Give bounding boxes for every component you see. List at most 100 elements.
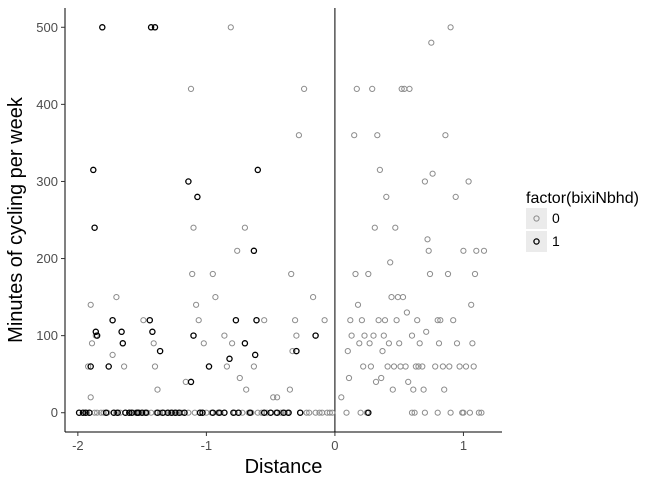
data-point: [408, 332, 416, 339]
data-point: [75, 409, 83, 416]
data-point: [126, 409, 133, 416]
data-point: [146, 316, 154, 324]
data-point: [473, 247, 480, 254]
data-point: [267, 409, 274, 416]
data-point: [398, 85, 405, 93]
data-point: [113, 294, 120, 301]
data-point: [469, 340, 476, 347]
y-tick-label: 200: [36, 251, 58, 266]
data-point: [185, 178, 192, 185]
plot-area: [75, 8, 488, 432]
data-point: [470, 363, 477, 370]
data-point: [193, 301, 200, 308]
data-point: [189, 270, 196, 278]
data-point: [253, 316, 260, 324]
data-point: [316, 409, 323, 416]
data-point: [243, 386, 250, 393]
series-1: [75, 24, 372, 416]
data-point: [348, 332, 355, 339]
data-point: [121, 363, 128, 370]
data-point: [360, 363, 367, 370]
data-point: [87, 363, 94, 370]
data-point: [151, 24, 159, 31]
data-point: [301, 85, 308, 93]
data-point: [88, 340, 96, 347]
data-point: [191, 409, 198, 416]
data-point: [446, 363, 453, 370]
y-tick-label: 100: [36, 328, 58, 343]
data-point: [383, 193, 390, 200]
data-point: [194, 193, 201, 201]
data-point: [475, 409, 482, 416]
data-point: [372, 378, 380, 385]
data-point: [196, 409, 204, 416]
data-point: [344, 348, 351, 355]
data-point: [254, 166, 262, 174]
x-axis: -2 -1 0 1: [65, 431, 502, 453]
data-point: [381, 317, 389, 324]
data-point: [357, 409, 364, 416]
data-point: [439, 363, 446, 370]
data-point: [352, 270, 359, 278]
data-point: [182, 378, 189, 385]
data-point: [288, 270, 295, 278]
data-point: [295, 132, 302, 139]
data-point: [212, 294, 219, 301]
data-point: [460, 247, 467, 254]
data-point: [397, 363, 404, 370]
data-point: [99, 24, 106, 31]
data-point: [310, 294, 317, 301]
data-point: [393, 317, 400, 324]
data-point: [356, 340, 363, 347]
data-point: [82, 409, 89, 416]
data-point: [460, 409, 467, 416]
data-point: [199, 409, 206, 416]
data-point: [195, 317, 202, 324]
data-point: [387, 259, 394, 266]
data-point: [384, 363, 391, 370]
data-point: [343, 409, 350, 416]
data-point: [109, 316, 116, 324]
data-point: [468, 301, 475, 308]
data-point: [366, 340, 373, 347]
data-point: [296, 409, 304, 416]
data-point: [390, 363, 398, 370]
data-point: [274, 394, 281, 401]
data-point: [385, 340, 392, 347]
data-point: [380, 332, 387, 339]
data-point: [273, 409, 281, 416]
data-point: [150, 340, 157, 347]
data-point: [370, 332, 377, 339]
data-point: [456, 363, 463, 370]
x-tick-label: 1: [460, 438, 467, 453]
data-point: [147, 24, 155, 31]
data-point: [149, 328, 156, 336]
data-point: [462, 363, 470, 370]
data-point: [239, 409, 246, 416]
data-point: [105, 363, 112, 370]
data-point: [270, 394, 277, 401]
data-point: [374, 132, 381, 139]
data-point: [452, 193, 459, 200]
data-point: [414, 317, 421, 324]
data-point: [375, 317, 382, 324]
data-point: [100, 409, 107, 416]
data-point: [118, 328, 125, 336]
data-point: [329, 409, 336, 416]
data-point: [408, 409, 416, 416]
data-point: [345, 374, 353, 382]
data-point: [365, 409, 372, 416]
y-tick-label: 500: [36, 20, 58, 35]
legend-label: 1: [552, 233, 560, 249]
data-point: [292, 317, 299, 324]
data-point: [109, 351, 116, 358]
data-point: [114, 409, 121, 416]
data-point: [286, 386, 293, 393]
x-tick-label: -1: [201, 438, 213, 453]
data-point: [187, 85, 195, 93]
data-point: [303, 409, 310, 416]
data-point: [90, 166, 97, 174]
data-point: [154, 386, 161, 393]
data-point: [157, 409, 164, 416]
data-point: [241, 224, 248, 231]
